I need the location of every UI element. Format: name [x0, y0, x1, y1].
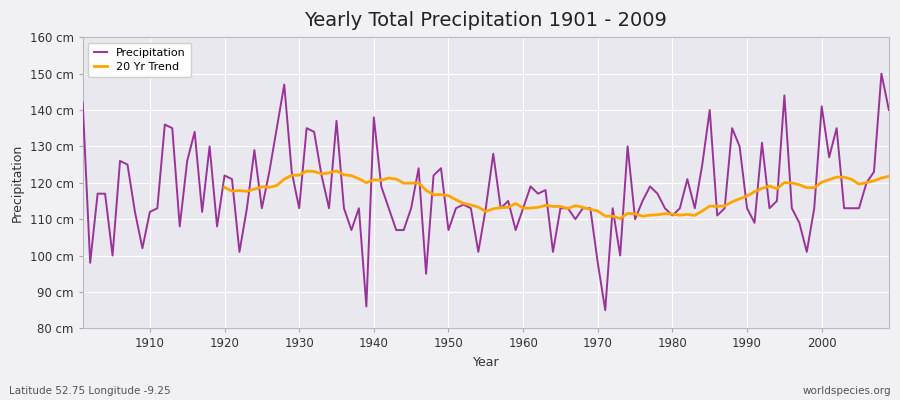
Text: worldspecies.org: worldspecies.org	[803, 386, 891, 396]
20 Yr Trend	[615, 216, 626, 221]
Precipitation	[884, 108, 895, 112]
Text: Latitude 52.75 Longitude -9.25: Latitude 52.75 Longitude -9.25	[9, 386, 171, 396]
Precipitation	[510, 228, 521, 232]
X-axis label: Year: Year	[472, 356, 500, 369]
Precipitation	[518, 206, 528, 211]
Precipitation	[137, 246, 148, 251]
Line: 20 Yr Trend: 20 Yr Trend	[224, 171, 889, 219]
Line: Precipitation: Precipitation	[83, 74, 889, 310]
Precipitation	[876, 71, 886, 76]
20 Yr Trend	[428, 192, 439, 197]
20 Yr Trend	[309, 169, 320, 174]
Title: Yearly Total Precipitation 1901 - 2009: Yearly Total Precipitation 1901 - 2009	[304, 11, 667, 30]
Legend: Precipitation, 20 Yr Trend: Precipitation, 20 Yr Trend	[88, 43, 192, 78]
20 Yr Trend	[697, 208, 707, 213]
20 Yr Trend	[884, 174, 895, 179]
20 Yr Trend	[219, 185, 230, 190]
Precipitation	[77, 100, 88, 105]
20 Yr Trend	[331, 168, 342, 173]
20 Yr Trend	[801, 185, 812, 190]
Precipitation	[302, 126, 312, 130]
20 Yr Trend	[868, 178, 879, 183]
Y-axis label: Precipitation: Precipitation	[11, 144, 24, 222]
20 Yr Trend	[787, 180, 797, 185]
Precipitation	[599, 308, 610, 312]
Precipitation	[615, 253, 626, 258]
Precipitation	[346, 228, 356, 232]
